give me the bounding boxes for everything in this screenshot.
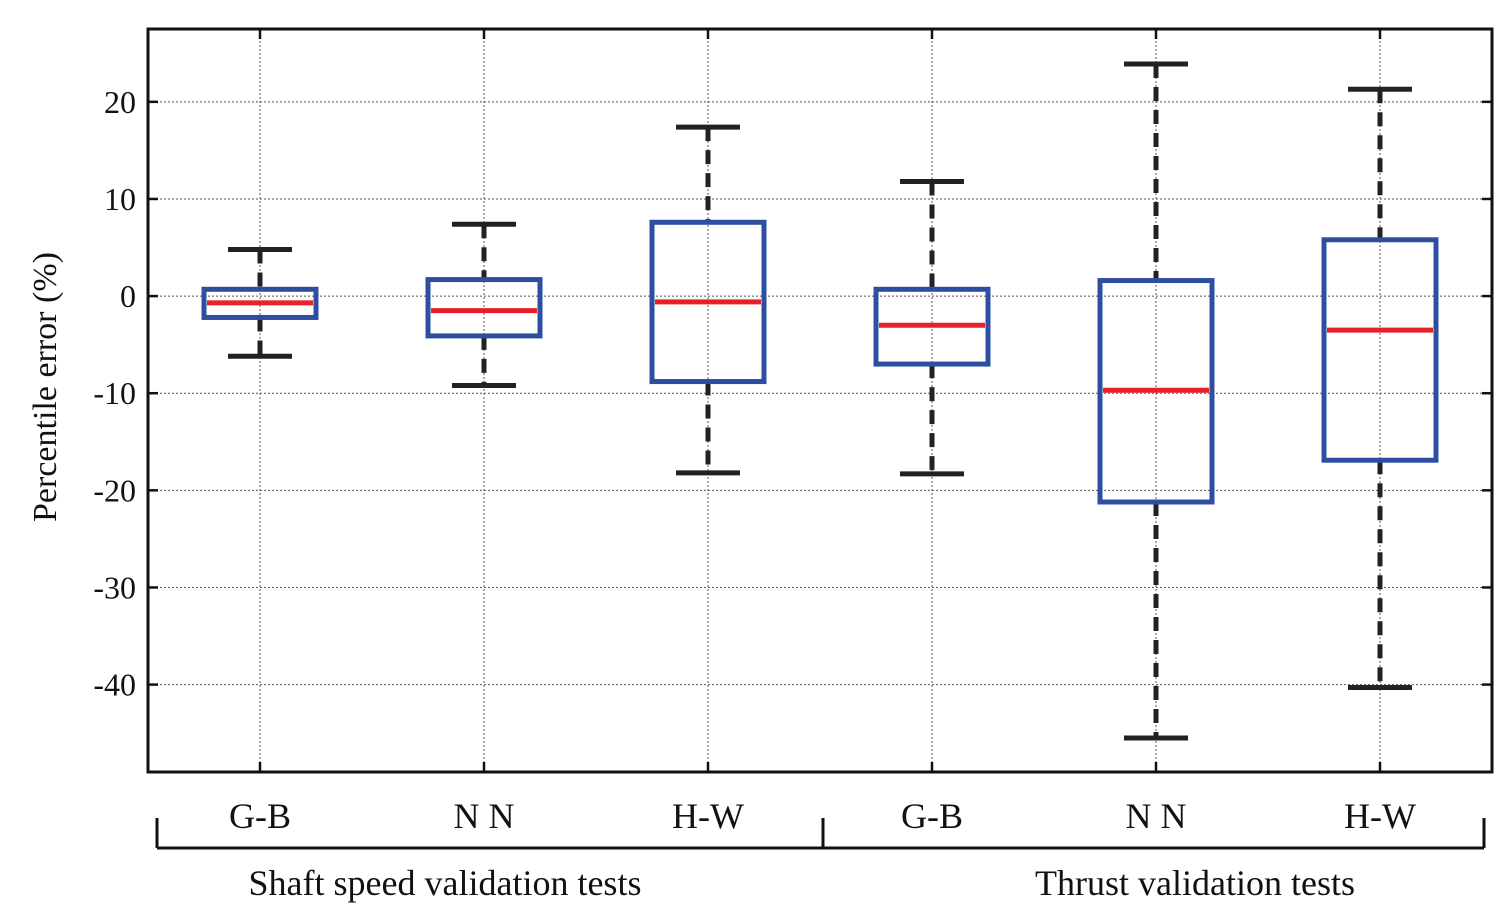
box-3 (649, 124, 767, 476)
interquartile-box (1097, 278, 1215, 505)
y-tick-label: -40 (93, 667, 136, 703)
category-label: H-W (672, 796, 744, 836)
y-tick-label: -30 (93, 569, 136, 605)
box-1 (201, 246, 319, 359)
interquartile-box (873, 286, 991, 367)
y-tick-label: -10 (93, 375, 136, 411)
axis-ticks: 20 10 0 -10 -20 -30 -40 (93, 29, 1492, 772)
y-axis-label: Percentile error (%) (27, 252, 64, 522)
group-label: Thrust validation tests (1035, 863, 1355, 903)
y-tick-label: -20 (93, 472, 136, 508)
category-label: G-B (229, 796, 291, 836)
box-4 (873, 178, 991, 477)
box-series (201, 61, 1439, 741)
plot-frame (146, 27, 1494, 774)
interquartile-box (1321, 237, 1439, 463)
y-tick-label: 10 (104, 181, 136, 217)
category-label: N N (454, 796, 515, 836)
group-label: Shaft speed validation tests (249, 863, 642, 903)
y-tick-label: 20 (104, 84, 136, 120)
y-tick-label: 0 (120, 278, 136, 314)
box-5 (1097, 61, 1215, 741)
grid-lines (148, 29, 1492, 772)
interquartile-box (425, 277, 543, 339)
interquartile-box (201, 286, 319, 320)
interquartile-box (649, 219, 767, 385)
category-label: H-W (1344, 796, 1416, 836)
box-6 (1321, 86, 1439, 691)
category-label: N N (1126, 796, 1187, 836)
box-2 (425, 221, 543, 388)
category-groups: G-B N N H-W G-B N N H-W Shaft speed validation… (155, 796, 1486, 903)
category-label: G-B (901, 796, 963, 836)
